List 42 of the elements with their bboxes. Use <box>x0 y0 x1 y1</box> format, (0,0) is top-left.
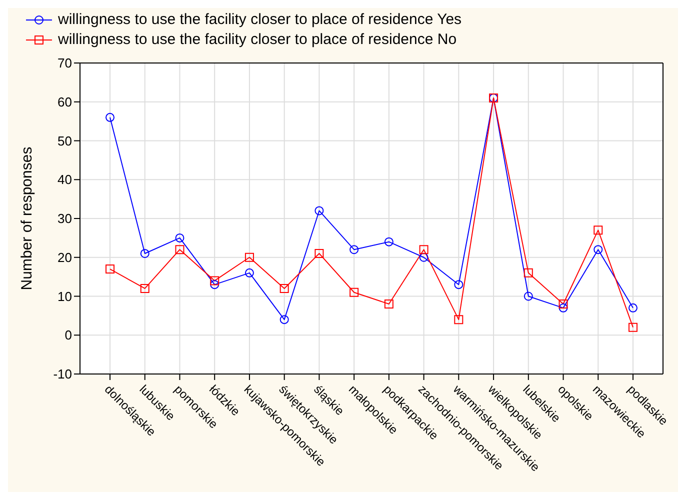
point <box>175 245 184 254</box>
y-tick-label: 0 <box>64 328 72 343</box>
point <box>244 268 254 278</box>
point <box>594 245 603 254</box>
point <box>280 315 289 324</box>
point <box>350 245 359 254</box>
point <box>558 300 568 309</box>
point <box>524 268 533 278</box>
point <box>210 276 220 286</box>
point <box>558 303 568 312</box>
y-tick-label: 40 <box>58 172 72 188</box>
y-tick-label: 60 <box>58 94 72 110</box>
point <box>419 245 428 254</box>
point <box>106 264 114 274</box>
point <box>419 252 428 262</box>
point <box>140 248 150 258</box>
point <box>140 284 150 293</box>
y-tick-label: 30 <box>58 211 72 226</box>
point <box>454 280 464 290</box>
y-tick-label: 70 <box>58 56 72 71</box>
point <box>314 248 324 258</box>
point <box>628 322 638 332</box>
point <box>350 288 359 297</box>
point <box>106 112 114 122</box>
point <box>384 300 394 309</box>
point <box>175 233 184 242</box>
point <box>384 237 394 246</box>
y-tick-label: 20 <box>58 250 72 265</box>
y-tick-label: 50 <box>58 133 72 148</box>
point <box>280 284 289 293</box>
point <box>210 280 220 290</box>
point <box>594 226 603 235</box>
point <box>628 303 638 312</box>
y-tick-label: -10 <box>53 366 72 382</box>
point <box>314 206 324 216</box>
legend-label: willingness to use the facility closer to place of residence No <box>58 30 457 50</box>
y-axis-title: Number of responses <box>18 146 36 290</box>
point <box>454 315 464 324</box>
point <box>244 252 254 262</box>
point <box>524 292 533 301</box>
legend-label: willingness to use the facility closer to place of residence Yes <box>58 10 462 30</box>
y-tick-label: 10 <box>58 288 72 304</box>
